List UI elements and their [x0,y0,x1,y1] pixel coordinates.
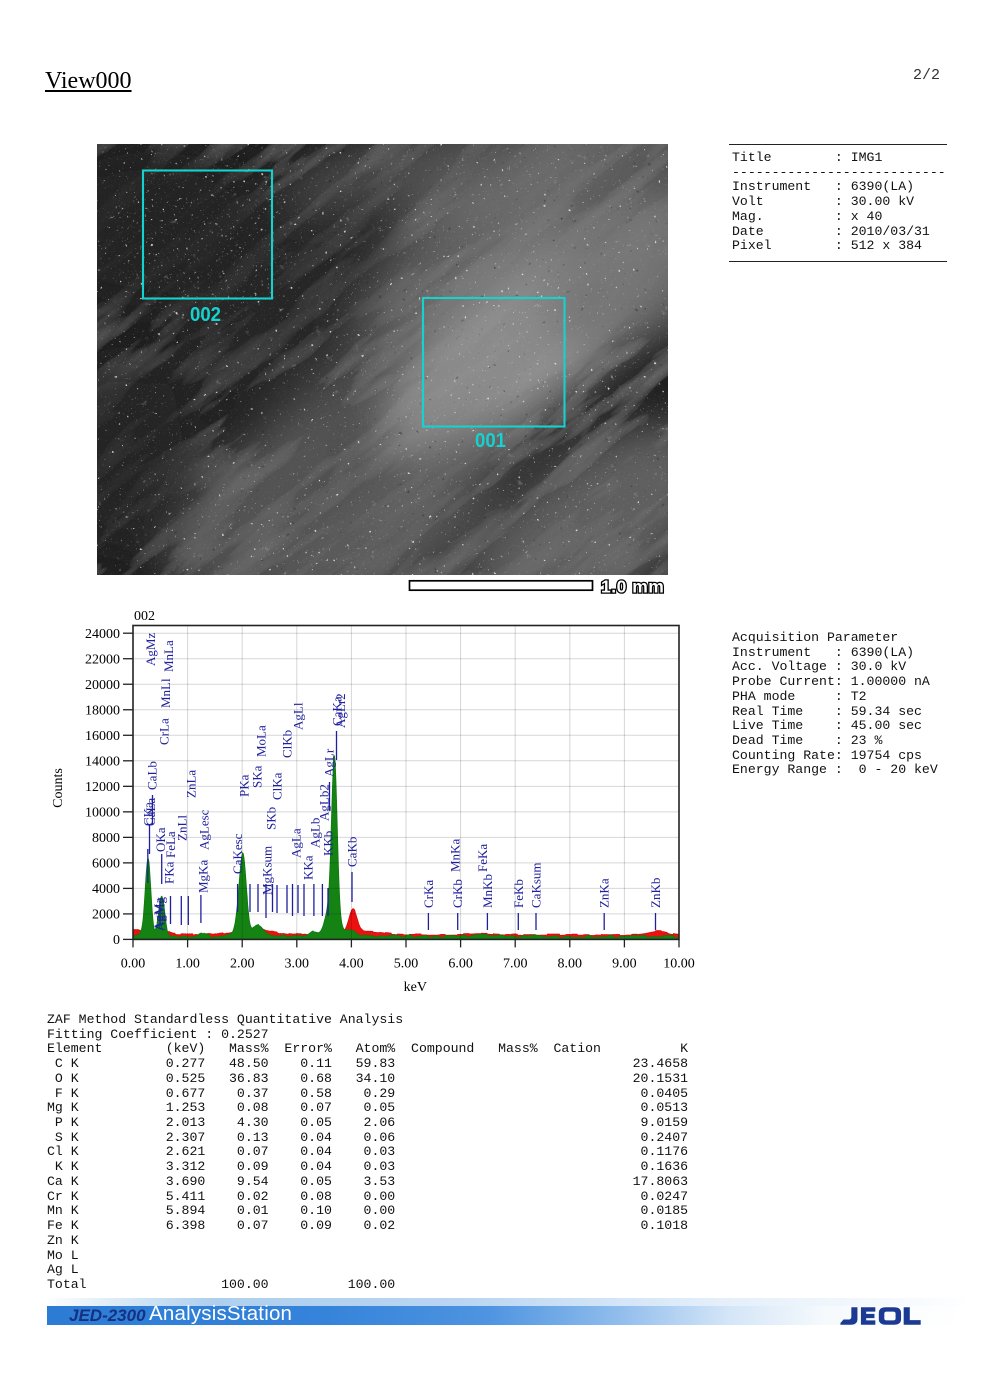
svg-text:Counts: Counts [51,768,66,808]
svg-text:PKa: PKa [237,774,252,797]
svg-text:ZnLl: ZnLl [175,815,190,841]
svg-text:0: 0 [113,933,120,948]
svg-text:16000: 16000 [85,729,120,744]
svg-text:CrKb: CrKb [450,879,465,908]
svg-text:MnLl: MnLl [158,678,173,708]
svg-text:CaLb: CaLb [145,761,160,790]
svg-text:8.00: 8.00 [558,957,583,972]
svg-text:MnKa: MnKa [447,839,462,872]
svg-text:MnKb: MnKb [480,874,495,908]
svg-text:002: 002 [190,303,221,326]
svg-text:10000: 10000 [85,806,120,821]
svg-text:CrKa: CrKa [421,880,436,908]
svg-text:FKa: FKa [161,861,176,884]
svg-text:AgLa: AgLa [289,828,304,858]
svg-text:5.00: 5.00 [394,957,419,972]
svg-text:1.00: 1.00 [175,957,200,972]
svg-text:MgKsum: MgKsum [260,846,275,895]
svg-text:2.00: 2.00 [230,957,255,972]
svg-text:ClKb: ClKb [280,730,295,758]
svg-text:AgLr: AgLr [322,748,337,777]
svg-text:ClKa: ClKa [270,772,285,800]
svg-text:2000: 2000 [92,908,120,923]
svg-text:ZnKb: ZnKb [648,878,663,908]
svg-text:20000: 20000 [85,678,120,693]
svg-text:KKa: KKa [301,855,316,880]
svg-text:ZnKa: ZnKa [597,878,612,908]
svg-text:18000: 18000 [85,703,120,718]
svg-text:AgLl: AgLl [291,702,306,730]
svg-text:9.00: 9.00 [612,957,637,972]
svg-text:001: 001 [475,429,506,452]
svg-text:AgLr2: AgLr2 [333,693,348,728]
svg-text:CrLa: CrLa [157,718,172,745]
svg-text:1.0 mm: 1.0 mm [601,577,664,597]
svg-text:6000: 6000 [92,857,120,872]
svg-text:8000: 8000 [92,831,120,846]
svg-text:ZnLa: ZnLa [184,770,199,798]
svg-text:FeKb: FeKb [511,879,526,908]
svg-text:4.00: 4.00 [339,957,364,972]
svg-text:SKb: SKb [264,807,279,830]
svg-text:AgMz: AgMz [143,633,158,666]
svg-text:AgLb: AgLb [308,818,323,848]
svg-text:7.00: 7.00 [503,957,528,972]
svg-text:OKa: OKa [153,827,168,852]
svg-text:AgLb2: AgLb2 [317,784,332,821]
svg-text:FeKa: FeKa [475,844,490,872]
svg-text:MgKa: MgKa [196,860,211,893]
svg-text:14000: 14000 [85,755,120,770]
svg-text:FeLa: FeLa [163,831,178,858]
svg-text:CKa: CKa [141,802,156,826]
svg-text:10.00: 10.00 [663,957,695,972]
svg-text:002: 002 [134,609,155,624]
svg-text:AgMg: AgMg [153,897,168,931]
svg-text:CaKa: CaKa [330,696,345,726]
svg-text:MnLa: MnLa [161,640,176,672]
svg-text:CaKesc: CaKesc [230,833,245,874]
svg-text:4000: 4000 [92,882,120,897]
svg-text:CaKb: CaKb [345,837,360,867]
svg-text:0.00: 0.00 [121,957,146,972]
svg-text:AgLesc: AgLesc [197,809,212,850]
svg-text:3.00: 3.00 [285,957,310,972]
svg-text:12000: 12000 [85,780,120,795]
svg-text:CaKsum: CaKsum [529,863,544,909]
svg-text:MoLa: MoLa [254,725,269,757]
svg-text:SKa: SKa [250,765,265,788]
svg-text:22000: 22000 [85,652,120,667]
svg-text:AgMa: AgMa [151,898,166,931]
svg-text:keV: keV [404,980,427,995]
svg-text:KKb: KKb [321,831,336,856]
svg-text:24000: 24000 [85,627,120,642]
svg-text:CaLa: CaLa [143,798,158,826]
svg-text:6.00: 6.00 [448,957,473,972]
